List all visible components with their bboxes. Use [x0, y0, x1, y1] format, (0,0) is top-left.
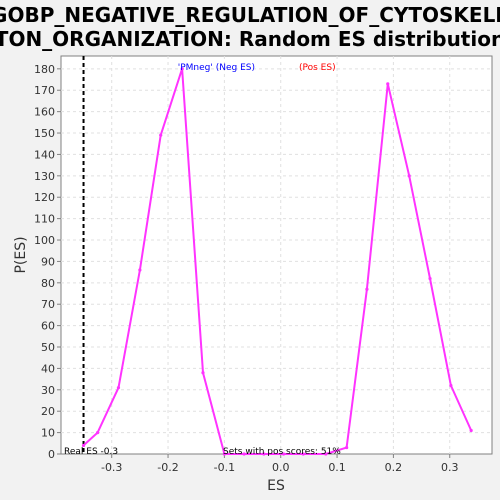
y-tick-label: 160: [34, 106, 55, 119]
data-point: [301, 452, 305, 456]
data-point: [386, 82, 390, 86]
data-point: [449, 383, 453, 388]
y-tick-label: 110: [34, 213, 55, 226]
y-tick-label: 170: [34, 84, 55, 97]
y-tick-label: 130: [34, 170, 55, 183]
y-tick-label: 80: [41, 277, 55, 290]
y-tick-label: 90: [41, 255, 55, 268]
data-point: [242, 452, 246, 456]
y-tick-label: 0: [48, 448, 55, 461]
data-point: [262, 452, 266, 456]
y-axis-label: P(ES): [13, 236, 29, 273]
chart-title-line-1: GOBP_NEGATIVE_REGULATION_OF_CYTOSKELE: [0, 3, 500, 27]
x-axis-label: ES: [267, 478, 285, 494]
data-point: [407, 174, 411, 178]
y-tick-label: 120: [34, 191, 55, 204]
data-point: [81, 443, 86, 448]
plot-area: [60, 55, 493, 455]
y-tick-label: 30: [41, 384, 55, 397]
data-point: [96, 431, 100, 435]
legend-entry-neg: 'PMneg' (Neg ES): [178, 63, 255, 73]
data-point: [324, 452, 328, 456]
data-point: [222, 452, 226, 456]
data-point: [345, 445, 349, 450]
y-tick-label: 20: [41, 405, 55, 418]
y-tick-label: 150: [34, 127, 55, 140]
y-tick-label: 100: [34, 234, 55, 247]
y-tick-label: 60: [41, 320, 55, 333]
y-tick-label: 140: [34, 148, 55, 161]
y-tick-label: 50: [41, 341, 55, 354]
legend-entry-pos: (Pos ES): [299, 63, 336, 73]
x-tick-label: 0.0: [272, 461, 290, 474]
real-es-label: Real ES -0.3: [64, 447, 118, 457]
x-tick-label: 0.2: [385, 461, 403, 474]
chart-title-line-2: TON_ORGANIZATION: Random ES distribution: [0, 27, 500, 51]
data-point: [365, 287, 369, 291]
y-tick-label: 70: [41, 298, 55, 311]
data-point: [180, 67, 184, 71]
data-point: [428, 276, 432, 281]
grid-lines: [61, 56, 492, 454]
data-point: [281, 452, 286, 456]
axes: 0 10 20 30 40 50 60 70 80 90 100 110 120 130 140 150 160…: [34, 63, 458, 474]
x-tick-label: -0.2: [157, 461, 178, 474]
series-layer: [81, 67, 473, 456]
pos-scores-annotation: Sets with pos scores: 51%: [223, 447, 341, 457]
x-tick-label: -0.1: [214, 461, 235, 474]
y-tick-label: 10: [41, 427, 55, 440]
x-tick-label: 0.3: [441, 461, 459, 474]
y-tick-label: 40: [41, 362, 55, 375]
x-tick-label: -0.3: [101, 461, 122, 474]
legend: 'PMneg' (Neg ES) (Pos ES): [178, 63, 336, 73]
data-point: [201, 371, 205, 375]
data-point: [138, 268, 142, 272]
x-tick-label: 0.1: [328, 461, 346, 474]
series-line: [82, 67, 473, 455]
data-point: [159, 133, 163, 137]
data-point: [116, 386, 121, 390]
data-point: [469, 428, 473, 433]
y-tick-label: 180: [34, 63, 55, 76]
